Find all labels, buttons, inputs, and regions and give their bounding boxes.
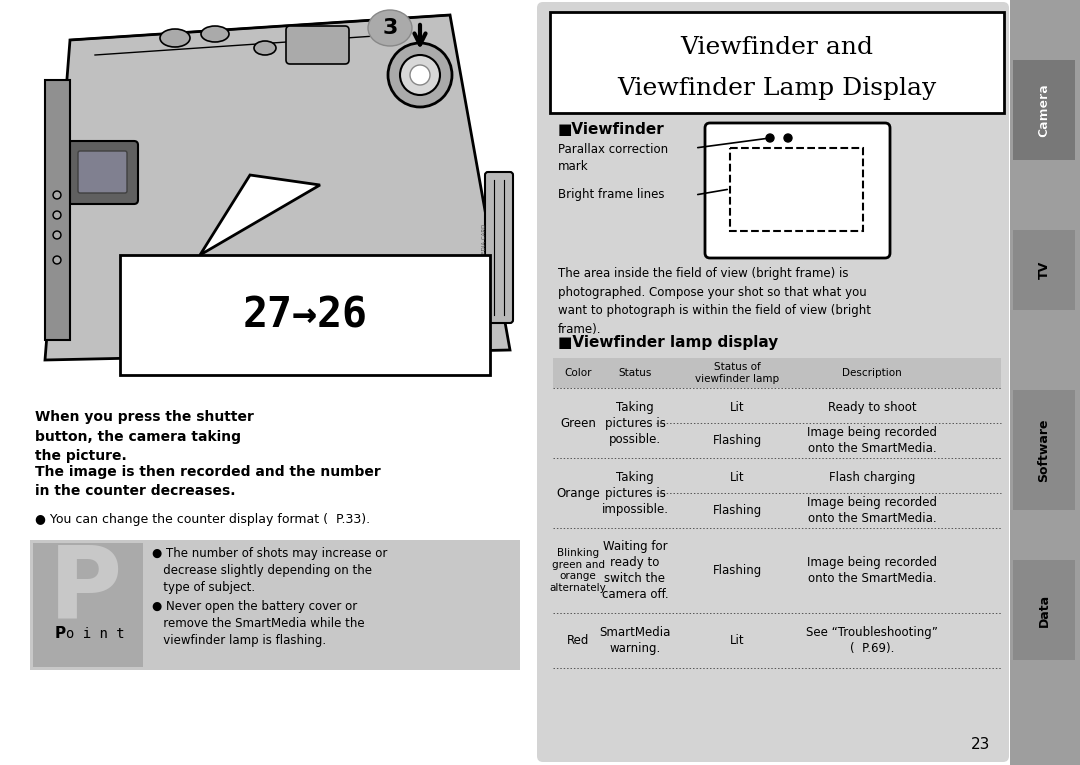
Text: SMARTMEDIA CARD: SMARTMEDIA CARD [482, 223, 486, 277]
Text: 23: 23 [971, 737, 990, 752]
FancyBboxPatch shape [553, 358, 1001, 388]
Circle shape [410, 65, 430, 85]
FancyBboxPatch shape [120, 255, 490, 375]
Ellipse shape [254, 41, 276, 55]
Text: Flashing: Flashing [713, 434, 761, 447]
Text: Parallax correction
mark: Parallax correction mark [558, 143, 669, 173]
Text: Taking
pictures is
impossible.: Taking pictures is impossible. [602, 470, 669, 516]
FancyBboxPatch shape [68, 141, 138, 204]
Circle shape [400, 55, 440, 95]
Polygon shape [200, 175, 320, 255]
Text: P: P [49, 542, 122, 639]
FancyBboxPatch shape [705, 123, 890, 258]
Text: Flashing: Flashing [713, 564, 761, 577]
Text: Lit: Lit [730, 471, 744, 484]
Text: Image being recorded
onto the SmartMedia.: Image being recorded onto the SmartMedia… [807, 426, 937, 455]
FancyBboxPatch shape [30, 540, 519, 670]
Text: ● Never open the battery cover or
   remove the SmartMedia while the
   viewfind: ● Never open the battery cover or remove… [152, 600, 365, 647]
Ellipse shape [201, 26, 229, 42]
Text: ● You can change the counter display format (  P.33).: ● You can change the counter display for… [35, 513, 370, 526]
Circle shape [53, 256, 60, 264]
Circle shape [388, 43, 453, 107]
FancyBboxPatch shape [286, 26, 349, 64]
Circle shape [54, 193, 59, 197]
FancyBboxPatch shape [1013, 230, 1075, 310]
Text: Ready to shoot: Ready to shoot [827, 401, 916, 414]
FancyBboxPatch shape [1013, 390, 1075, 510]
Text: Image being recorded
onto the SmartMedia.: Image being recorded onto the SmartMedia… [807, 556, 937, 585]
Text: Orange: Orange [556, 487, 599, 500]
FancyBboxPatch shape [1013, 60, 1075, 160]
Text: Green: Green [561, 416, 596, 429]
Text: TV: TV [1038, 261, 1051, 279]
Circle shape [784, 134, 792, 142]
Polygon shape [1010, 0, 1080, 765]
Text: Flashing: Flashing [713, 504, 761, 517]
Circle shape [53, 191, 60, 199]
Text: Status: Status [619, 368, 651, 378]
Text: P: P [55, 626, 66, 641]
Text: o i n t: o i n t [66, 627, 124, 641]
Circle shape [442, 272, 478, 308]
Ellipse shape [368, 10, 411, 46]
Text: ● The number of shots may increase or
   decrease slightly depending on the
   t: ● The number of shots may increase or de… [152, 547, 388, 594]
Text: Waiting for
ready to
switch the
camera off.: Waiting for ready to switch the camera o… [602, 540, 669, 601]
Polygon shape [45, 80, 70, 340]
FancyBboxPatch shape [550, 12, 1004, 113]
Text: Viewfinder Lamp Display: Viewfinder Lamp Display [618, 76, 936, 99]
Text: ■Viewfinder lamp display: ■Viewfinder lamp display [558, 335, 779, 350]
FancyBboxPatch shape [1013, 60, 1075, 160]
Circle shape [54, 233, 59, 237]
Text: Color: Color [564, 368, 592, 378]
Text: Lit: Lit [730, 401, 744, 414]
Text: Lit: Lit [730, 634, 744, 647]
FancyBboxPatch shape [33, 543, 143, 667]
Text: Camera: Camera [1038, 83, 1051, 137]
FancyBboxPatch shape [78, 151, 127, 193]
Text: When you press the shutter
button, the camera taking
the picture.: When you press the shutter button, the c… [35, 410, 254, 463]
Text: Taking
pictures is
possible.: Taking pictures is possible. [605, 401, 665, 445]
Text: 27→26: 27→26 [243, 294, 367, 336]
Text: Bright frame lines: Bright frame lines [558, 188, 664, 201]
Circle shape [53, 211, 60, 219]
Circle shape [54, 213, 59, 217]
Text: Flash charging: Flash charging [828, 471, 915, 484]
Text: SmartMedia
warning.: SmartMedia warning. [599, 626, 671, 655]
Text: Status of
viewfinder lamp: Status of viewfinder lamp [694, 362, 779, 384]
FancyBboxPatch shape [485, 172, 513, 323]
Ellipse shape [160, 29, 190, 47]
Text: Description: Description [842, 368, 902, 378]
FancyBboxPatch shape [1013, 560, 1075, 660]
Text: Data: Data [1038, 594, 1051, 627]
Text: Camera: Camera [1038, 83, 1051, 137]
Text: The image is then recorded and the number
in the counter decreases.: The image is then recorded and the numbe… [35, 465, 381, 498]
Text: Image being recorded
onto the SmartMedia.: Image being recorded onto the SmartMedia… [807, 496, 937, 525]
FancyBboxPatch shape [537, 2, 1009, 762]
Text: Software: Software [1038, 418, 1051, 482]
Text: Red: Red [567, 634, 590, 647]
Text: 3: 3 [382, 18, 397, 38]
Text: Blinking
green and
orange
alternately: Blinking green and orange alternately [550, 548, 606, 593]
Polygon shape [45, 15, 510, 360]
Text: See “Troubleshooting”
(  P.69).: See “Troubleshooting” ( P.69). [806, 626, 937, 655]
Text: ■Viewfinder: ■Viewfinder [558, 122, 665, 137]
Text: Viewfinder and: Viewfinder and [680, 35, 874, 58]
Circle shape [766, 134, 774, 142]
Circle shape [53, 231, 60, 239]
Text: The area inside the field of view (bright frame) is
photographed. Compose your s: The area inside the field of view (brigh… [558, 267, 870, 336]
Circle shape [54, 258, 59, 262]
